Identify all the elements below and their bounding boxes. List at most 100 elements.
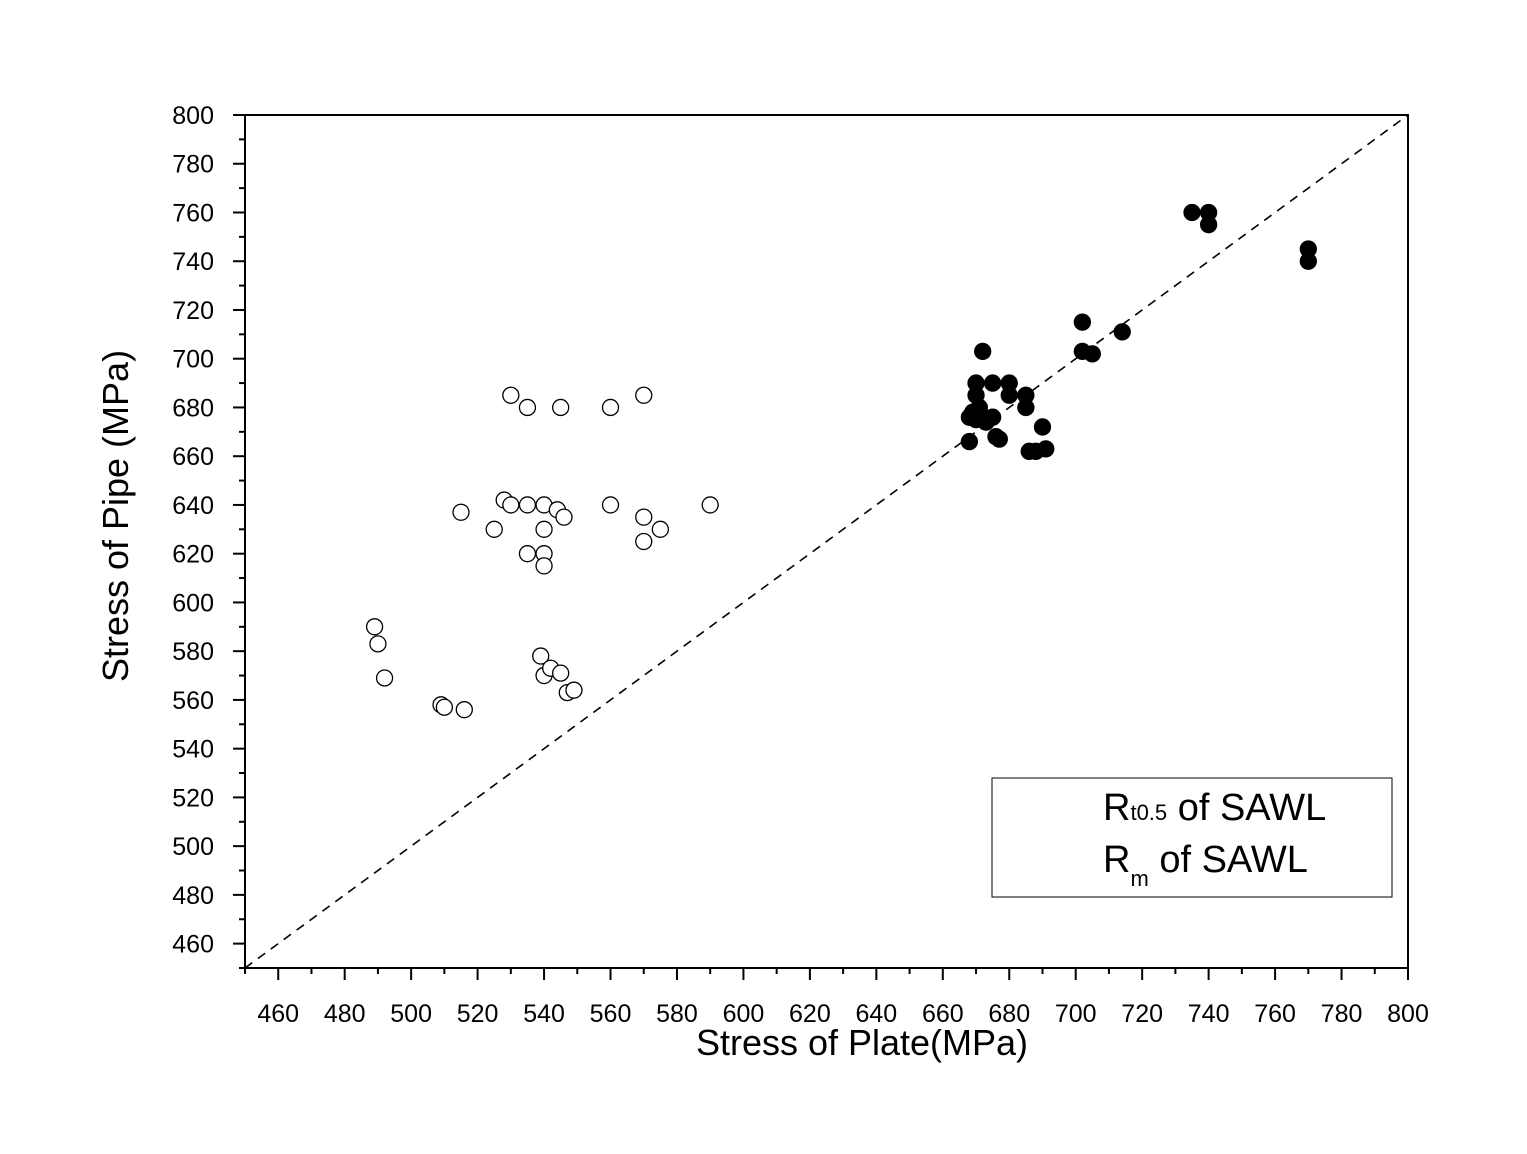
y-tick-label: 780	[172, 151, 214, 179]
x-tick-label: 520	[457, 1000, 499, 1028]
y-tick-label: 720	[172, 297, 214, 325]
y-tick-label: 580	[172, 638, 214, 666]
data-point-open	[651, 520, 670, 538]
legend-entry-rt: Rt0.5 of SAWL	[1103, 787, 1326, 829]
legend-rt-main: R	[1103, 787, 1130, 829]
x-axis-title: Stress of Plate(MPa)	[696, 1022, 1028, 1063]
x-axis-tick-labels: 460 480 500 520 540 560 580 600 620 640 660 680 700 7…	[257, 1000, 1428, 1028]
y-tick-label: 480	[172, 882, 214, 910]
x-tick-label: 500	[390, 1000, 432, 1028]
y-tick-label: 500	[172, 833, 214, 861]
x-tick-label: 600	[723, 1000, 765, 1028]
data-point-open	[535, 520, 553, 538]
data-point-filled	[983, 374, 1002, 392]
y-tick-label: 600	[172, 589, 214, 617]
y-tick-label: 740	[172, 248, 214, 276]
data-point-open	[555, 508, 573, 526]
data-point-open	[635, 508, 653, 526]
data-point-open	[455, 701, 473, 719]
x-tick-label: 720	[1121, 1000, 1163, 1028]
y-tick-label: 460	[172, 931, 214, 959]
x-tick-label: 460	[257, 1000, 299, 1028]
x-tick-label: 700	[1055, 1000, 1097, 1028]
y-tick-label: 620	[172, 541, 214, 569]
legend: Rt0.5 of SAWL Rm of SAWL	[991, 777, 1393, 898]
legend-rm-main: R	[1103, 839, 1130, 881]
data-point-open	[452, 503, 470, 521]
x-tick-label: 640	[855, 1000, 897, 1028]
data-points	[365, 203, 1317, 719]
x-tick-label: 620	[789, 1000, 831, 1028]
data-point-open	[369, 635, 387, 653]
data-point-open	[375, 669, 394, 687]
data-point-filled	[970, 398, 989, 417]
data-point-filled	[1199, 216, 1218, 234]
data-point-open	[535, 557, 553, 575]
data-point-open	[502, 386, 520, 404]
reference-line-layer	[244, 114, 1409, 969]
legend-entry-rm: Rm of SAWL	[1103, 839, 1308, 891]
y-tick-label: 800	[172, 102, 214, 130]
y-tick-label: 700	[172, 346, 214, 374]
data-point-open	[365, 618, 384, 636]
legend-box	[991, 777, 1393, 898]
data-point-open	[518, 496, 537, 514]
data-point-filled	[960, 432, 979, 451]
x-tick-label: 560	[590, 1000, 632, 1028]
y-tick-label: 520	[172, 784, 214, 812]
data-point-open	[701, 496, 719, 514]
legend-rt-rest: of SAWL	[1167, 787, 1326, 829]
data-point-open	[601, 398, 620, 417]
data-point-open	[635, 532, 653, 551]
y-axis-tick-labels: 460 480 500 520 540 560 580 600 620 640 660 680 700 7…	[172, 102, 214, 959]
data-point-open	[502, 496, 520, 514]
data-point-filled	[990, 430, 1008, 448]
x-tick-label: 540	[523, 1000, 565, 1028]
x-tick-label: 780	[1321, 1000, 1363, 1028]
data-point-filled	[1037, 440, 1055, 458]
y-axis-title: Stress of Pipe (MPa)	[95, 350, 136, 682]
x-tick-label: 660	[922, 1000, 964, 1028]
data-point-filled	[967, 374, 985, 392]
data-point-filled	[1183, 203, 1201, 222]
x-tick-label: 740	[1188, 1000, 1230, 1028]
data-point-open	[601, 496, 620, 514]
data-point-open	[552, 664, 570, 682]
data-point-filled	[1083, 345, 1101, 363]
data-point-filled	[1113, 323, 1131, 341]
legend-rm-sub: m	[1130, 866, 1148, 891]
data-point-open	[435, 698, 454, 716]
data-point-filled	[1299, 252, 1317, 270]
legend-rm-rest: of SAWL	[1149, 839, 1308, 881]
data-point-open	[518, 545, 537, 563]
y-axis-ticks	[233, 114, 245, 969]
x-tick-label: 680	[988, 1000, 1030, 1028]
x-tick-label: 800	[1387, 1000, 1429, 1028]
y-tick-label: 760	[172, 199, 214, 227]
x-tick-label: 760	[1254, 1000, 1296, 1028]
data-point-filled	[1033, 418, 1052, 436]
x-tick-label: 480	[324, 1000, 366, 1028]
data-point-open	[485, 520, 503, 538]
y-tick-label: 660	[172, 443, 214, 471]
legend-rt-sub: t0.5	[1130, 800, 1167, 825]
data-point-filled	[974, 342, 992, 361]
data-point-open	[518, 398, 537, 417]
x-axis-ticks	[244, 968, 1409, 980]
y-tick-label: 560	[172, 687, 214, 715]
data-point-open	[635, 386, 653, 404]
y-tick-label: 640	[172, 492, 214, 520]
reference-line	[244, 114, 1409, 969]
x-tick-label: 580	[656, 1000, 698, 1028]
data-point-filled	[1000, 386, 1018, 404]
data-point-filled	[1073, 313, 1092, 331]
y-tick-label: 540	[172, 736, 214, 764]
plot-frame	[244, 114, 1409, 969]
y-tick-label: 680	[172, 394, 214, 422]
data-point-filled	[983, 408, 1002, 426]
data-point-filled	[1017, 398, 1035, 417]
data-point-open	[552, 398, 570, 417]
data-point-open	[532, 647, 550, 665]
data-point-open	[565, 681, 583, 699]
